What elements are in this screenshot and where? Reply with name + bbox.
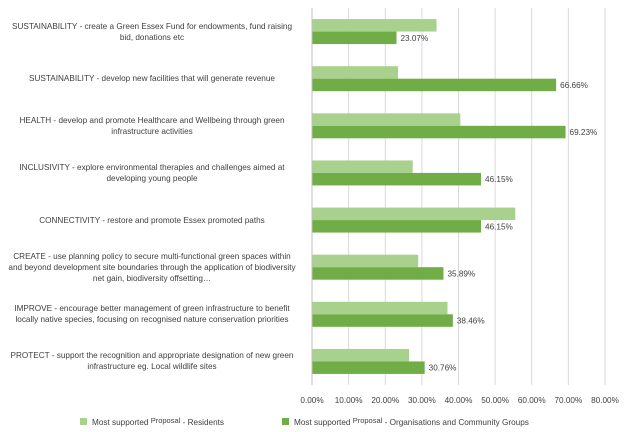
bar-organisations (312, 125, 566, 139)
x-tick-label: 40.00% (445, 396, 473, 405)
category-label: CONNECTIVITY - restore and promote Essex… (39, 215, 265, 225)
data-label: 46.15% (485, 175, 513, 184)
category-label: HEALTH - develop and promote Healthcare … (19, 115, 285, 136)
bar-organisations (312, 78, 557, 92)
bar-organisations (312, 220, 482, 233)
x-tick-label: 20.00% (371, 396, 399, 405)
data-label: 38.46% (457, 317, 485, 326)
category-label: SUSTAINABILITY - create a Green Essex Fu… (11, 21, 293, 42)
x-tick-label: 30.00% (408, 396, 436, 405)
bar-residents (312, 160, 413, 173)
category-label: IMPROVE - encourage better management of… (14, 304, 290, 325)
x-tick-label: 60.00% (518, 396, 546, 405)
data-label: 23.07% (400, 34, 428, 43)
legend-label-organisations: Most supported Proposal - Organisations … (294, 416, 529, 427)
legend-item-organisations: Most supported Proposal - Organisations … (282, 416, 529, 427)
bar-organisations (312, 267, 444, 280)
bar-residents (312, 254, 419, 268)
bar-residents (312, 66, 399, 79)
bar-organisations (312, 172, 482, 186)
category-label: SUSTAINABILITY - develop new facilities … (29, 74, 275, 84)
x-tick-label: 70.00% (554, 396, 582, 405)
data-label: 66.66% (560, 81, 588, 90)
bar-residents (312, 207, 516, 221)
bar-residents (312, 348, 410, 362)
data-label: 46.15% (485, 222, 513, 231)
legend-swatch-organisations (282, 418, 289, 425)
legend-item-residents: Most supported Proposal - Residents (80, 416, 224, 427)
bar-organisations (312, 314, 453, 327)
data-label: 30.76% (429, 364, 457, 373)
x-tick-label: 0.00% (300, 396, 323, 405)
data-label: 69.23% (570, 128, 598, 137)
category-label: PROTECT - support the recognition and ap… (10, 351, 294, 372)
x-tick-label: 10.00% (335, 396, 363, 405)
legend-label-residents: Most supported Proposal - Residents (92, 416, 225, 427)
bar-organisations (312, 31, 397, 45)
x-tick-label: 50.00% (481, 396, 509, 405)
bar-organisations (312, 361, 425, 374)
bar-residents (312, 301, 448, 315)
category-label: CREATE - use planning policy to secure m… (8, 251, 296, 283)
x-tick-label: 80.00% (591, 396, 619, 405)
legend-swatch-residents (80, 418, 87, 425)
bar-residents (312, 113, 461, 126)
data-label: 35.89% (447, 269, 475, 278)
category-label: INCLUSIVITY - explore environmental ther… (19, 162, 285, 183)
bar-residents (312, 19, 437, 32)
